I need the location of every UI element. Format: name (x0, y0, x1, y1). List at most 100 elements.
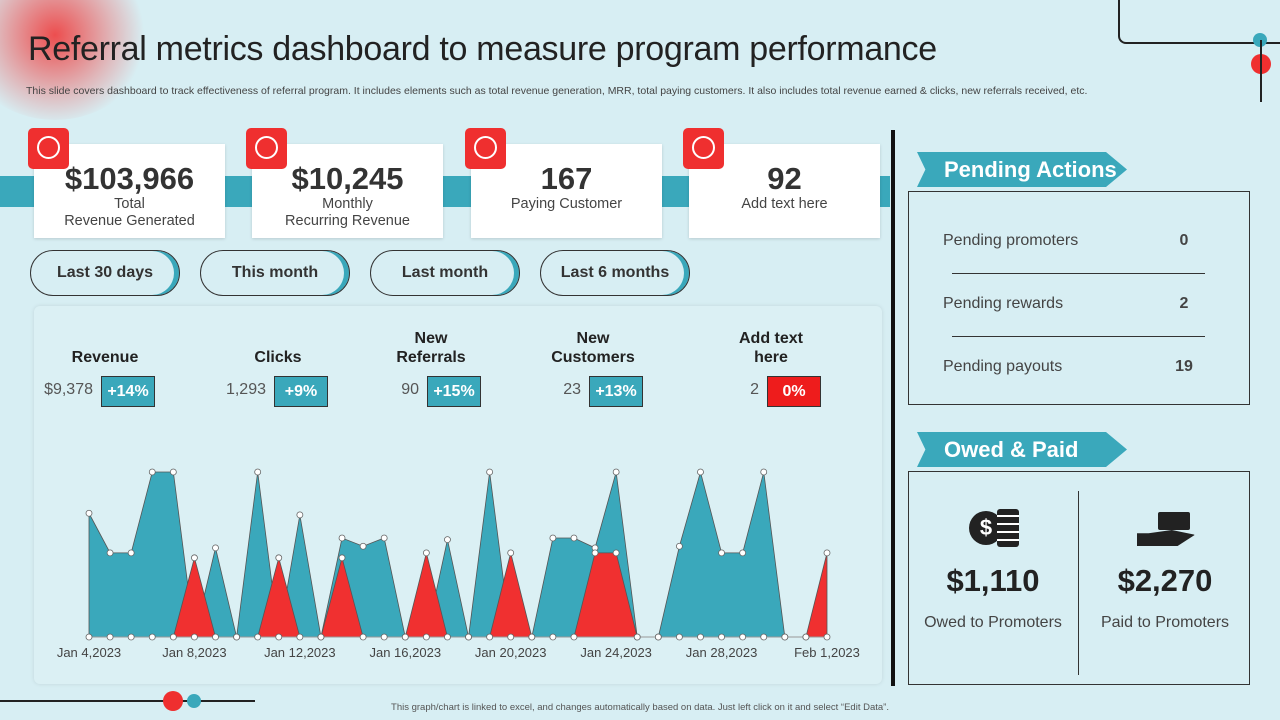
point (718, 549, 725, 557)
owed-value: $1,110 (946, 563, 1040, 598)
metric-value: 1,293 (225, 381, 266, 398)
point (633, 633, 641, 641)
point (739, 633, 747, 641)
title: Referral metrics dashboard to measure pr… (28, 30, 937, 68)
point (612, 549, 620, 557)
kpi-label: Add text here (741, 196, 828, 212)
point (338, 554, 346, 562)
point (444, 633, 451, 641)
point (254, 633, 262, 641)
point (486, 468, 494, 476)
point (697, 468, 704, 476)
point (338, 534, 346, 542)
owed-box (908, 471, 1250, 685)
kpi-icon (246, 128, 287, 169)
point (823, 633, 831, 641)
point (85, 509, 93, 517)
point (507, 549, 515, 557)
filter-button[interactable]: Last 30 days (30, 250, 180, 296)
metric-value: 90 (401, 381, 419, 398)
divider (1078, 491, 1079, 675)
filter-button[interactable]: Last month (370, 250, 520, 296)
filter-button[interactable]: This month (200, 250, 350, 296)
point (676, 633, 683, 641)
metric-change: +15% (427, 376, 481, 407)
point (401, 633, 409, 641)
point (254, 468, 262, 476)
decoration (0, 700, 255, 702)
point (359, 542, 367, 550)
point (654, 633, 662, 641)
owed-value: $2,270 (1117, 563, 1213, 598)
decoration (1118, 0, 1280, 44)
point (106, 549, 114, 557)
section-banner: Owed & Paid (917, 432, 1127, 467)
point (212, 544, 219, 552)
filter-button[interactable]: Last 6 months (540, 250, 690, 296)
point (528, 633, 536, 641)
decoration (187, 694, 201, 708)
x-tick-label: Jan 28,2023 (686, 645, 758, 660)
x-tick-label: Jan 4,2023 (57, 645, 121, 660)
point (507, 633, 515, 641)
point (148, 468, 156, 476)
metric-value: 23 (563, 381, 581, 398)
kpi-value: 92 (767, 161, 802, 196)
cash-icon (1158, 512, 1190, 530)
metric-change: +14% (101, 376, 155, 407)
x-tick-label: Jan 12,2023 (264, 645, 336, 660)
owed-label: Paid to Promoters (1100, 614, 1230, 631)
point (739, 549, 747, 557)
point (212, 633, 219, 641)
point (296, 633, 304, 641)
separator (952, 336, 1205, 337)
point (169, 468, 177, 476)
point (465, 633, 472, 641)
decoration (163, 691, 183, 711)
subtitle: This slide covers dashboard to track eff… (26, 85, 1088, 97)
metric-name: Revenue (71, 349, 139, 366)
point (85, 633, 93, 641)
point (127, 549, 135, 557)
point (570, 534, 578, 542)
point (127, 633, 135, 641)
owed-label: Owed to Promoters (924, 614, 1062, 631)
metric-name: Clicks (254, 349, 302, 366)
x-tick-label: Jan 8,2023 (162, 645, 226, 660)
kpi-icon (683, 128, 724, 169)
kpi-icon (28, 128, 69, 169)
hand-icon (1137, 530, 1195, 546)
kpi-value: 167 (540, 161, 593, 196)
point (422, 633, 430, 641)
point (486, 633, 494, 641)
pending-label: Pending promoters (943, 232, 1079, 249)
pending-value: 2 (1179, 295, 1189, 312)
metric-change: +13% (589, 376, 643, 407)
metric-value: 2 (750, 381, 759, 398)
point (760, 633, 768, 641)
pending-label: Pending rewards (943, 295, 1064, 312)
section-banner: Pending Actions (917, 152, 1127, 187)
point (549, 633, 557, 641)
point (591, 549, 599, 557)
metric-value: $9,378 (44, 381, 93, 398)
point (275, 554, 283, 562)
point (380, 633, 388, 641)
point (106, 633, 114, 641)
x-tick-label: Jan 20,2023 (475, 645, 547, 660)
point (676, 542, 683, 550)
point (612, 468, 620, 476)
point (191, 633, 198, 641)
pending-box (908, 191, 1250, 405)
point (422, 549, 430, 557)
pending-label: Pending payouts (943, 358, 1063, 375)
point (760, 468, 768, 476)
point (697, 633, 704, 641)
point (380, 534, 388, 542)
point (148, 633, 156, 641)
point (444, 536, 451, 544)
pending-value: 0 (1179, 232, 1189, 249)
point (718, 633, 725, 641)
metric-name: New Customers (551, 330, 635, 366)
